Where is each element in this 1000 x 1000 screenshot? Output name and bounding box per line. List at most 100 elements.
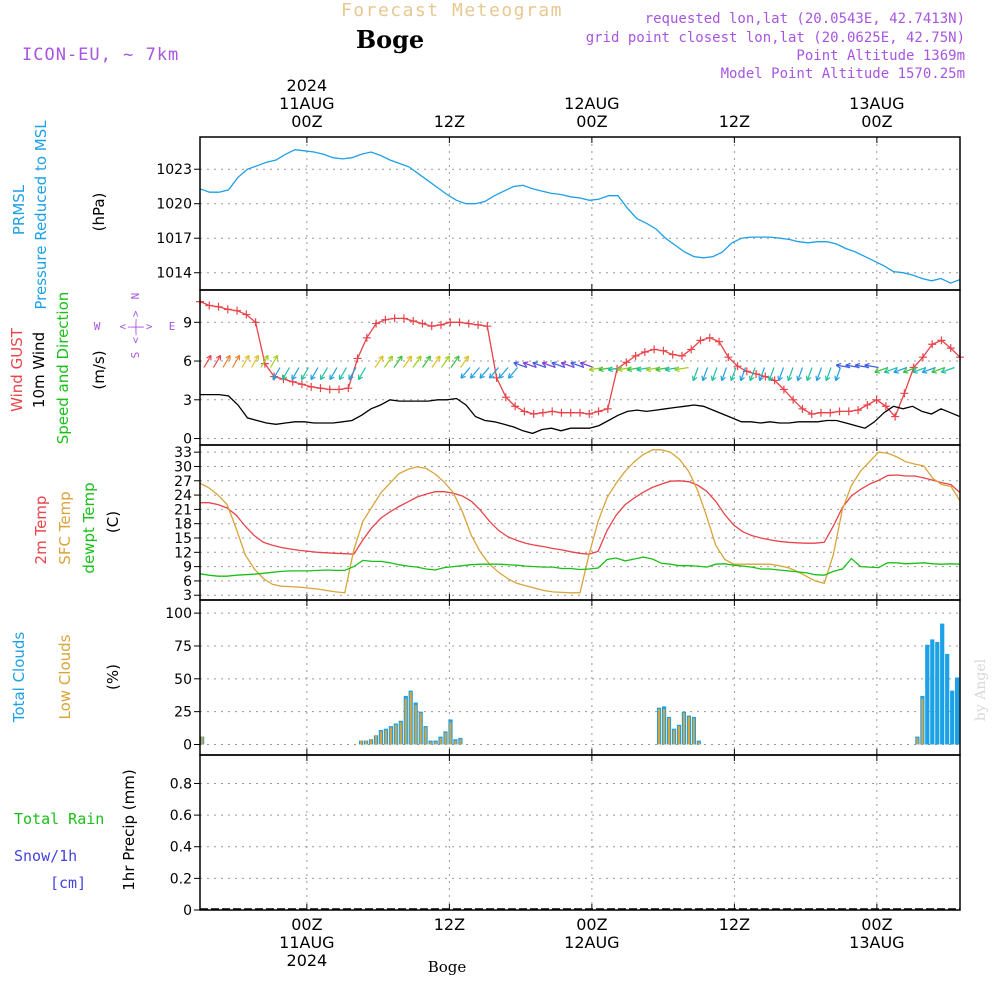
wind-direction-arrowhead — [488, 373, 495, 379]
wind-wind-gust-marker — [789, 395, 798, 404]
wind-wind-gust-marker — [381, 315, 390, 324]
wind-wind-gust-marker — [483, 322, 492, 331]
wind-direction-arrowhead — [893, 368, 899, 374]
time-label-bottom: 12Z — [719, 915, 750, 934]
wind-direction-arrowhead — [691, 375, 698, 382]
clouds-ytick-label: 50 — [174, 672, 192, 688]
clouds-total-clouds-bar — [930, 639, 935, 745]
wind-direction-arrow — [460, 367, 471, 379]
wind-direction-arrow — [222, 355, 231, 368]
clouds-total-clouds-bar — [945, 653, 950, 745]
wind-wind-gust-marker — [436, 320, 445, 329]
wind-ytick-label: 3 — [183, 393, 192, 409]
wind-wind-gust-marker — [325, 385, 334, 394]
wind-direction-arrow — [740, 367, 747, 381]
temperature-frame — [199, 444, 961, 601]
wind-direction-arrow — [310, 367, 319, 380]
wind-label-gust: Wind GUST — [8, 327, 26, 412]
wind-direction-arrowhead — [720, 375, 726, 382]
wind-direction-arrow — [281, 367, 291, 380]
wind-wind-gust-marker — [446, 318, 455, 327]
grid-point-coords: grid point closest lon,lat (20.0625E, 42… — [586, 30, 965, 46]
time-label-bottom: 00Z — [861, 915, 892, 934]
clouds-low-clouds-bar — [658, 709, 661, 745]
wind-direction-arrowhead — [416, 355, 422, 362]
temperature-ytick-label: 9 — [183, 560, 192, 576]
precip-unit: 1hr Precip (mm) — [120, 769, 138, 890]
wind-wind-gust-marker — [677, 351, 686, 360]
wind-direction-arrow — [431, 355, 441, 368]
wind-direction-arrow — [912, 366, 927, 373]
wind-direction-arrowhead — [460, 373, 466, 379]
wind-direction-arrow — [730, 367, 737, 381]
wind-direction-arrowhead — [874, 368, 880, 374]
wind-direction-arrow — [941, 366, 955, 373]
temperature-sfc-temp-line — [199, 449, 961, 594]
pressure-ytick-label: 1020 — [156, 197, 192, 213]
wind-label-10m: 10m Wind — [30, 332, 48, 408]
wind-direction-arrow — [542, 362, 556, 369]
wind-direction-arrow — [551, 362, 566, 369]
time-label-bottom: 00Z — [291, 915, 322, 934]
wind-wind-gust-marker — [233, 306, 242, 315]
wind-frame — [199, 289, 961, 446]
wind-wind-gust-marker — [733, 362, 742, 371]
wind-direction-arrow — [561, 362, 575, 369]
wind-direction-arrow — [319, 367, 329, 380]
wind-direction-arrowhead — [498, 373, 504, 379]
wind-direction-arrowhead — [225, 354, 231, 361]
wind-wind-gust-marker — [455, 318, 464, 327]
wind-direction-arrowhead — [338, 374, 345, 381]
wind-direction-arrowhead — [291, 374, 297, 381]
wind-wind-gust-marker — [770, 376, 779, 385]
wind-direction-arrowhead — [522, 361, 529, 367]
wind-ytick-label: 0 — [183, 432, 192, 448]
wind-direction-arrowhead — [560, 361, 567, 367]
wind-direction-arrowhead — [883, 368, 890, 374]
wind-direction-arrow — [674, 366, 689, 371]
wind-direction-arrowhead — [931, 368, 937, 374]
wind-direction-arrowhead — [674, 366, 680, 373]
wind-wind-gust-marker — [576, 408, 584, 417]
model-label: ICON-EU, ~ 7km — [22, 45, 179, 65]
time-label-top: 00Z — [861, 112, 892, 131]
wind-wind-gust-marker — [705, 333, 714, 342]
wind-direction-arrowhead — [272, 374, 278, 381]
time-axis-bottom: 00Z11AUG202412Z00Z12AUG12Z00Z13AUG12Z — [279, 915, 904, 970]
wind-direction-arrowhead — [551, 361, 557, 367]
credit-watermark: by Angel — [973, 658, 989, 721]
clouds-label-low: Low Clouds — [56, 634, 74, 719]
temperature-2m-temp-line — [200, 474, 961, 555]
wind-direction-arrowhead — [378, 355, 384, 362]
wind-direction-arrow — [450, 355, 460, 368]
precip-ytick-label: 0 — [183, 903, 192, 919]
wind-wind-gust-marker — [826, 408, 835, 417]
wind-direction-arrowhead — [215, 354, 222, 361]
pressure-prmsl-line — [199, 149, 961, 284]
wind-wind-gust-marker — [798, 404, 807, 413]
wind-direction-arrow — [580, 362, 594, 369]
wind-direction-arrow — [212, 355, 222, 368]
wind-wind-gust-marker — [566, 408, 575, 417]
wind-wind-gust-marker — [372, 319, 381, 328]
wind-wind-gust-marker — [585, 410, 594, 418]
wind-direction-arrow — [778, 367, 785, 381]
time-axis-top: 202411AUG00Z12Z12AUG00Z12Z13AUG00Z12Z — [279, 76, 904, 131]
wind-direction-arrowhead — [796, 375, 802, 382]
wind-direction-arrowhead — [300, 374, 307, 381]
wind-direction-arrow — [931, 366, 946, 373]
pressure-frame — [199, 136, 961, 291]
wind-direction-arrow — [470, 367, 480, 379]
wind-direction-arrow — [338, 367, 348, 380]
precip-ytick-label: 0.2 — [170, 871, 192, 887]
wind-direction-arrowhead — [921, 368, 928, 374]
wind-direction-arrow — [806, 367, 813, 381]
time-label-bottom: 11AUG — [279, 933, 334, 952]
clouds-total-clouds-bar — [940, 623, 945, 745]
wind-wind-gust-marker — [872, 395, 881, 404]
temperature-ytick-label: 24 — [174, 488, 192, 504]
wind-direction-arrow — [749, 367, 756, 381]
wind-wind-gust-marker — [594, 407, 603, 416]
wind-direction-arrowhead — [767, 375, 774, 382]
clouds-total-clouds-bar — [955, 677, 960, 745]
